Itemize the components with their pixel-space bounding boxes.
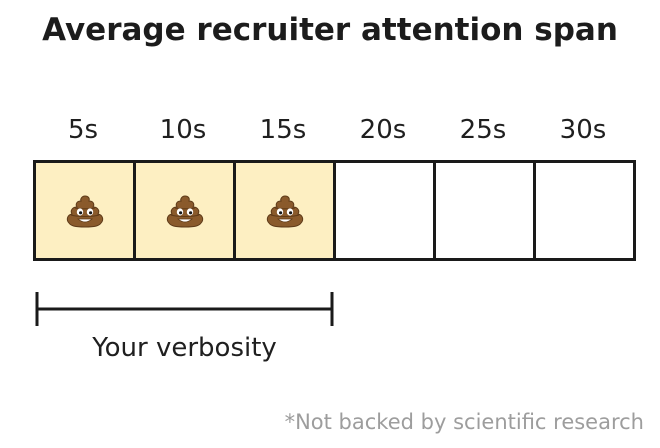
verbosity-bracket <box>35 292 334 326</box>
time-tick-labels: 5s 10s 15s 20s 25s 30s <box>33 110 636 150</box>
track-segment-5 <box>436 163 536 258</box>
track-segment-1 <box>36 163 136 258</box>
poop-emoji-icon <box>66 194 103 228</box>
tick-label-15s: 15s <box>259 115 307 145</box>
track-segment-4 <box>336 163 436 258</box>
footnote: *Not backed by scientific research <box>284 410 644 434</box>
tick-label-20s: 20s <box>359 115 407 145</box>
track-segment-2 <box>136 163 236 258</box>
verbosity-label: Your verbosity <box>92 333 277 363</box>
attention-span-track <box>33 160 636 261</box>
chart-title: Average recruiter attention span <box>42 12 618 48</box>
poop-emoji-icon <box>166 194 203 228</box>
tick-label-30s: 30s <box>559 115 607 145</box>
tick-label-10s: 10s <box>159 115 207 145</box>
tick-label-25s: 25s <box>459 115 507 145</box>
track-segment-3 <box>236 163 336 258</box>
tick-label-5s: 5s <box>67 115 99 145</box>
poop-emoji-icon <box>266 194 303 228</box>
track-segment-6 <box>536 163 633 258</box>
